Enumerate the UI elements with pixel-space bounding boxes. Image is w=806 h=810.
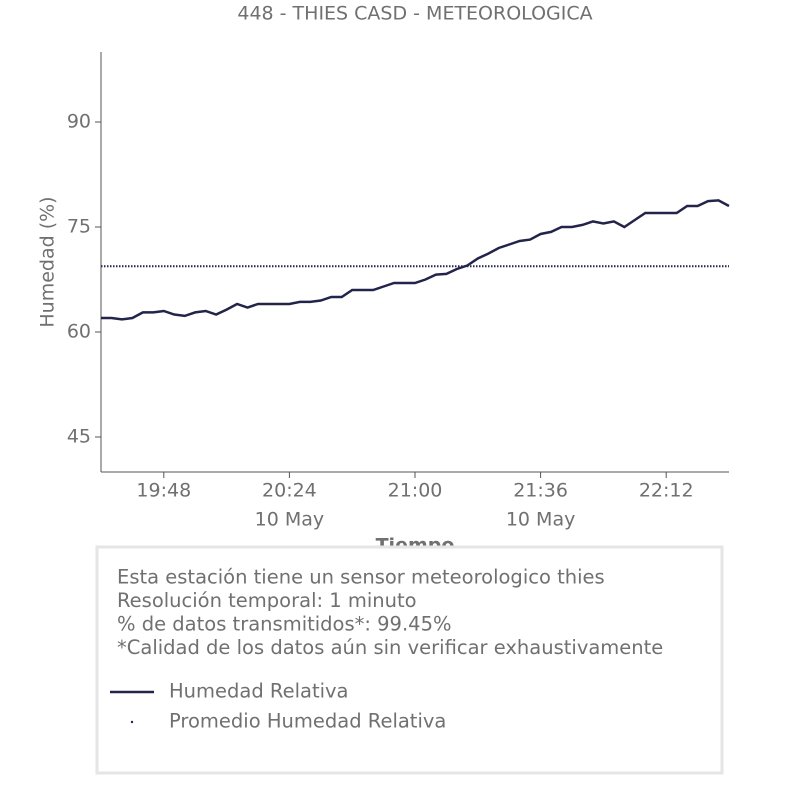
- x-tick-date: 10 May: [506, 509, 576, 531]
- legend-label: Humedad Relativa: [169, 680, 349, 703]
- x-tick-label: 19:48: [136, 480, 191, 502]
- info-line: Esta estación tiene un sensor meteorolog…: [117, 566, 605, 589]
- info-line: % de datos transmitidos*: 99.45%: [117, 613, 452, 636]
- chart-title: 448 - THIES CASD - METEOROLOGICA: [237, 3, 592, 25]
- x-tick-label: 22:12: [639, 480, 694, 502]
- y-tick-label: 75: [67, 216, 91, 238]
- y-tick-label: 45: [67, 426, 91, 448]
- info-line: Resolución temporal: 1 minuto: [117, 589, 417, 612]
- legend-swatch: [130, 720, 134, 724]
- y-axis-label: Humedad (%): [37, 196, 59, 327]
- y-tick-label: 90: [67, 111, 91, 133]
- x-tick-label: 21:00: [388, 480, 443, 502]
- data-line: [101, 199, 730, 321]
- x-tick-label: 21:36: [513, 480, 568, 502]
- x-tick-label: 20:24: [262, 480, 317, 502]
- legend-label: Promedio Humedad Relativa: [169, 710, 446, 733]
- y-tick-label: 60: [67, 321, 91, 343]
- x-tick-date: 10 May: [255, 509, 325, 531]
- info-line: *Calidad de los datos aún sin verificar …: [117, 636, 663, 659]
- info-box: [95, 545, 724, 775]
